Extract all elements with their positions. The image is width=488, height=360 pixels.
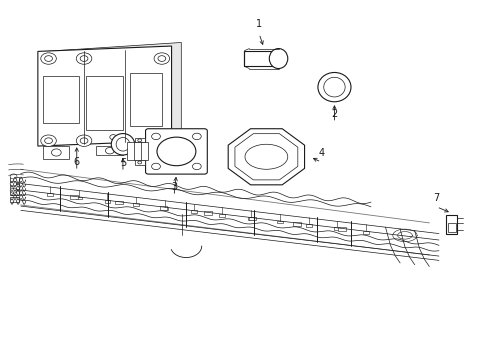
Bar (133, 203, 139, 206)
Text: 6: 6 (74, 157, 80, 167)
Bar (159, 206, 167, 210)
Bar (190, 210, 196, 213)
Ellipse shape (244, 144, 287, 169)
Circle shape (110, 135, 116, 140)
Circle shape (154, 131, 169, 143)
Bar (363, 231, 368, 234)
Circle shape (138, 139, 142, 142)
Circle shape (10, 181, 17, 186)
Bar (70, 195, 78, 199)
Bar (47, 193, 53, 196)
Bar (219, 214, 225, 217)
Bar (337, 227, 345, 231)
Circle shape (76, 135, 92, 147)
Polygon shape (228, 129, 304, 185)
Ellipse shape (317, 72, 350, 102)
Bar (447, 223, 455, 232)
Ellipse shape (274, 54, 283, 64)
Circle shape (151, 133, 160, 140)
Text: 3: 3 (171, 182, 177, 192)
Text: 7: 7 (432, 193, 439, 203)
Circle shape (44, 138, 52, 144)
Circle shape (44, 56, 52, 62)
Bar (10, 177, 19, 183)
Bar (115, 201, 122, 204)
Bar (135, 138, 144, 143)
Ellipse shape (271, 51, 285, 66)
Polygon shape (45, 42, 181, 146)
Circle shape (151, 163, 160, 170)
Bar (10, 190, 19, 195)
Ellipse shape (269, 49, 287, 68)
Text: 5: 5 (120, 158, 126, 168)
Circle shape (192, 133, 201, 140)
Polygon shape (96, 146, 122, 155)
Bar (446, 215, 456, 234)
Ellipse shape (323, 77, 345, 97)
Circle shape (154, 53, 169, 64)
Bar (10, 184, 19, 189)
Polygon shape (126, 143, 148, 160)
Bar (162, 207, 167, 210)
Polygon shape (38, 46, 171, 146)
Bar (135, 160, 144, 165)
Text: 4: 4 (318, 148, 324, 158)
Polygon shape (42, 146, 69, 158)
Bar (248, 217, 256, 220)
Circle shape (41, 53, 56, 64)
FancyBboxPatch shape (145, 129, 207, 174)
Bar (76, 197, 81, 199)
Bar (130, 73, 162, 126)
Circle shape (10, 188, 17, 193)
Bar (104, 200, 110, 203)
Circle shape (192, 163, 201, 170)
Polygon shape (244, 51, 278, 66)
Bar (203, 211, 211, 215)
Bar (248, 217, 254, 220)
Circle shape (138, 161, 142, 164)
Text: 2: 2 (331, 109, 337, 118)
Ellipse shape (111, 134, 134, 155)
Text: 1: 1 (256, 19, 262, 29)
Polygon shape (234, 134, 297, 180)
Circle shape (51, 149, 61, 156)
Circle shape (80, 138, 88, 144)
Ellipse shape (116, 138, 129, 151)
Circle shape (10, 174, 17, 179)
Bar (10, 197, 19, 202)
Circle shape (76, 53, 92, 64)
Circle shape (41, 135, 56, 147)
Bar (86, 76, 122, 130)
Bar (276, 221, 282, 224)
Bar (334, 228, 340, 230)
Bar (293, 222, 301, 226)
Circle shape (80, 56, 88, 62)
Circle shape (158, 134, 165, 140)
Bar (305, 224, 311, 227)
Bar (42, 76, 79, 123)
Circle shape (158, 56, 165, 62)
Circle shape (105, 148, 114, 154)
Circle shape (157, 137, 196, 166)
